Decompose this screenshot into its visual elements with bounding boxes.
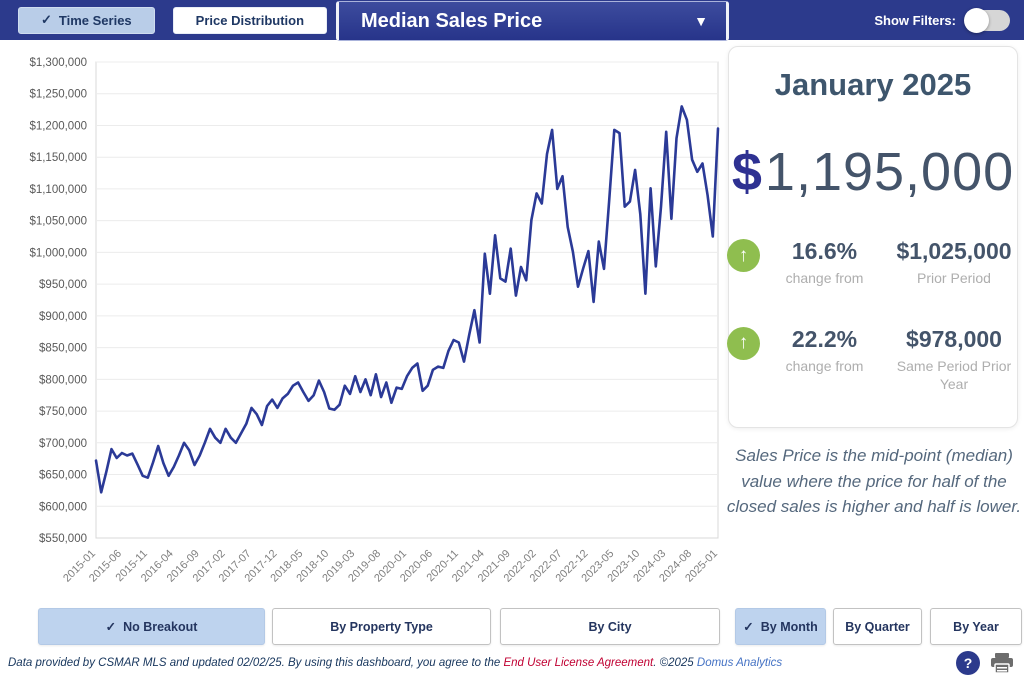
- help-icon[interactable]: ?: [956, 651, 980, 675]
- prior-year-stat: ↑ 22.2% change from $978,000 Same Period…: [727, 325, 1019, 393]
- svg-text:$1,150,000: $1,150,000: [29, 152, 87, 164]
- period-by-year-button[interactable]: ✓ By Year: [930, 608, 1022, 645]
- period-title: January 2025: [774, 67, 972, 102]
- metric-dropdown[interactable]: Median Sales Price ▼: [336, 1, 729, 41]
- prior-period-change: 16.6% change from: [772, 237, 877, 287]
- prior-year-value-col: $978,000 Same Period Prior Year: [889, 325, 1019, 393]
- svg-text:$700,000: $700,000: [39, 438, 87, 450]
- check-icon: ✓: [105, 620, 117, 634]
- svg-text:$1,100,000: $1,100,000: [29, 184, 87, 196]
- breakout-by-property-type-button[interactable]: ✓ By Property Type: [272, 608, 491, 645]
- svg-text:$1,300,000: $1,300,000: [29, 57, 87, 69]
- change-from-label: change from: [785, 269, 864, 286]
- svg-text:$800,000: $800,000: [39, 374, 87, 386]
- svg-text:$950,000: $950,000: [39, 279, 87, 291]
- period-label: By Year: [953, 619, 999, 634]
- period-by-month-button[interactable]: ✓ By Month: [735, 608, 826, 645]
- check-icon: ✓: [41, 12, 52, 27]
- header-bar: ✓ Time Series ✓ Price Distribution Media…: [0, 0, 1024, 41]
- prior-period-stat: ↑ 16.6% change from $1,025,000 Prior Per…: [727, 237, 1019, 287]
- tab-time-series-label: Time Series: [58, 12, 132, 28]
- metric-dropdown-value: Median Sales Price: [361, 9, 543, 32]
- breakout-no-breakout-button[interactable]: ✓ No Breakout: [38, 608, 265, 645]
- tab-price-distribution-label: Price Distribution: [195, 12, 305, 28]
- period-label: By Month: [760, 619, 818, 634]
- footer-icons: ?: [956, 650, 1014, 676]
- toggle-knob: [964, 7, 989, 33]
- line-chart-svg[interactable]: $550,000 $600,000 $650,000 $700,000 $750,000…: [0, 44, 728, 610]
- change-from-label: change from: [785, 357, 864, 374]
- tab-time-series[interactable]: ✓ Time Series: [18, 6, 155, 34]
- metric-definition-note: Sales Price is the mid-point (median) va…: [726, 446, 1022, 516]
- prior-period-label: Prior Period: [917, 269, 991, 286]
- current-median-value: $ 1,195,000: [729, 141, 1017, 203]
- up-arrow-icon: ↑: [727, 239, 760, 272]
- check-icon: ✓: [743, 620, 754, 634]
- time-series-chart[interactable]: $550,000 $600,000 $650,000 $700,000 $750,000…: [0, 44, 728, 610]
- current-value-number: 1,195,000: [764, 142, 1015, 202]
- breakout-by-city-button[interactable]: ✓ By City: [500, 608, 720, 645]
- prior-year-label: Same Period Prior Year: [896, 357, 1012, 392]
- svg-text:$1,250,000: $1,250,000: [29, 89, 87, 101]
- prior-year-value: $978,000: [906, 325, 1002, 352]
- footer-bar: Data provided by CSMAR MLS and updated 0…: [0, 650, 1024, 676]
- disclaimer-mid: . ©2025: [653, 657, 697, 669]
- svg-text:$900,000: $900,000: [39, 311, 87, 323]
- svg-text:$850,000: $850,000: [39, 343, 87, 355]
- show-filters-label: Show Filters:: [874, 12, 956, 28]
- disclaimer-prefix: Data provided by CSMAR MLS and updated 0…: [8, 657, 504, 669]
- breakout-label: By Property Type: [330, 619, 433, 634]
- svg-text:$550,000: $550,000: [39, 533, 87, 545]
- svg-text:$750,000: $750,000: [39, 406, 87, 418]
- brand-link[interactable]: Domus Analytics: [696, 657, 783, 669]
- period-label: By Quarter: [845, 619, 910, 634]
- svg-text:$1,000,000: $1,000,000: [29, 247, 87, 259]
- period-by-quarter-button[interactable]: ✓ By Quarter: [833, 608, 922, 645]
- prior-year-pct: 22.2%: [791, 325, 858, 352]
- prior-year-change: 22.2% change from: [772, 325, 877, 375]
- chevron-down-icon: ▼: [694, 13, 708, 29]
- show-filters-toggle[interactable]: [964, 7, 1010, 33]
- prior-period-value: $1,025,000: [896, 238, 1012, 264]
- prior-period-pct: 16.6%: [791, 238, 858, 264]
- prior-period-value-col: $1,025,000 Prior Period: [889, 237, 1019, 287]
- print-icon[interactable]: [990, 652, 1014, 674]
- eula-link[interactable]: End User License Agreement: [503, 657, 654, 669]
- svg-text:$1,200,000: $1,200,000: [29, 120, 87, 132]
- currency-symbol: $: [731, 142, 762, 202]
- svg-text:$1,050,000: $1,050,000: [29, 216, 87, 228]
- svg-text:$600,000: $600,000: [39, 501, 87, 513]
- breakout-label: By City: [588, 619, 632, 634]
- disclaimer-text: Data provided by CSMAR MLS and updated 0…: [8, 657, 782, 669]
- svg-text:$650,000: $650,000: [39, 470, 87, 482]
- up-arrow-icon: ↑: [727, 326, 760, 360]
- tab-price-distribution[interactable]: ✓ Price Distribution: [172, 6, 328, 34]
- show-filters-control: Show Filters:: [874, 0, 1010, 40]
- breakout-label: No Breakout: [123, 619, 198, 634]
- view-tabs: ✓ Time Series ✓ Price Distribution: [18, 6, 328, 34]
- summary-card: January 2025 $ 1,195,000 ↑ 16.6% change …: [727, 46, 1019, 428]
